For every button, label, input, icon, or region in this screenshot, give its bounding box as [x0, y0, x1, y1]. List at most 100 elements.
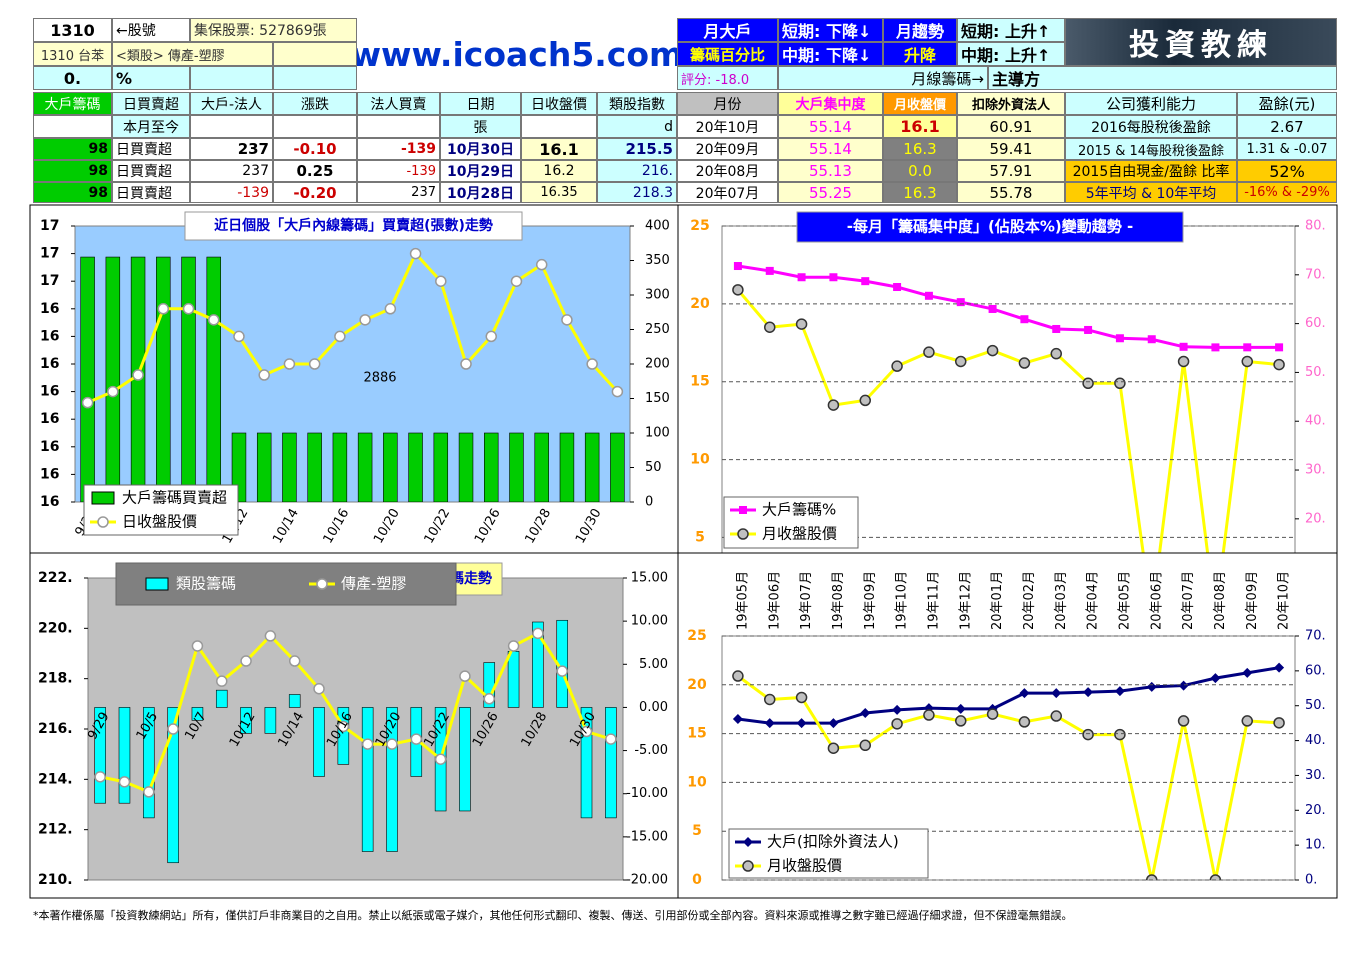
header-cell: 57.91 — [957, 160, 1065, 182]
y2-tick-label: 60. — [1305, 316, 1326, 331]
point-marker — [827, 399, 840, 411]
bar — [580, 707, 593, 819]
header-cell: 日買賣超 — [112, 182, 190, 203]
header-cell: 1310 — [33, 18, 112, 42]
y-tick-label: 16 — [40, 439, 59, 455]
title-box — [184, 211, 523, 241]
point-marker — [107, 385, 119, 398]
header-cell: 張 — [440, 115, 521, 138]
point-marker — [986, 344, 999, 357]
point-marker — [97, 516, 109, 528]
y2-tick-label: 30. — [1305, 463, 1326, 478]
point-marker — [167, 723, 179, 735]
y-tick-label: 16 — [40, 494, 59, 510]
header-cell: 98 — [33, 160, 112, 182]
y-tick-label: 10 — [690, 452, 710, 468]
point-marker — [743, 837, 753, 847]
header-cell: 中期: 上升↑ — [957, 42, 1065, 66]
header-cell: 短期: 下降↓ — [778, 18, 883, 42]
point-marker — [923, 709, 935, 721]
header-cell: 類股指數 — [597, 92, 677, 115]
y-tick-label: 25 — [690, 218, 709, 234]
y-tick-label: 218. — [38, 671, 73, 687]
y2-tick-label: -5.00 — [634, 743, 668, 758]
header-cell: 月收盤價 — [883, 92, 957, 115]
bar — [509, 432, 524, 502]
chart-title: 碼走勢 — [449, 570, 492, 587]
bar — [156, 256, 171, 502]
header-cell: 0. — [33, 66, 112, 90]
bar — [191, 707, 204, 721]
point-marker — [797, 273, 806, 282]
header-cell: 主導方 — [988, 66, 1337, 90]
chart-title: -每月「籌碼集中度」(佔股本%)變動趨勢 - — [847, 218, 1133, 236]
point-marker — [288, 655, 301, 667]
x-tick-label: 20年03月 — [1054, 571, 1069, 630]
y2-tick-label: 200 — [645, 357, 670, 372]
x-tick-label: 19年06月 — [767, 571, 782, 630]
point-marker — [1083, 687, 1094, 698]
chart-title: 近日個股「大戶內線籌碼」買賣超(張數)走勢 — [214, 217, 493, 234]
bar — [408, 432, 423, 502]
point-marker — [435, 275, 447, 287]
point-marker — [143, 786, 155, 798]
header-cell: 216. — [597, 160, 677, 182]
y2-tick-label: 0 — [645, 495, 653, 510]
y-tick-label: 15 — [690, 374, 709, 390]
y-tick-label: 16 — [40, 328, 59, 344]
x-tick-label: 20年04月 — [1086, 571, 1101, 630]
point-marker — [580, 725, 593, 738]
header-cell: 月份 — [677, 92, 778, 115]
y2-tick-label: 50. — [1305, 365, 1326, 380]
point-marker — [1274, 662, 1285, 673]
y-tick-label: 25 — [687, 628, 706, 644]
bar — [559, 432, 575, 502]
y2-tick-label: -10.00 — [626, 786, 668, 801]
point-marker — [483, 693, 495, 705]
point-marker — [732, 713, 743, 724]
point-marker — [739, 506, 747, 514]
x-tick-label: 20年10月 — [1277, 571, 1292, 630]
point-marker — [1114, 377, 1126, 390]
header-cell: 中期: 下降↓ — [778, 42, 883, 66]
header-cell: 5年平均 & 10年平均 — [1065, 182, 1237, 203]
y2-tick-label: 0.00 — [639, 700, 668, 715]
point-marker — [733, 262, 742, 271]
x-tick-label: 19年12月 — [958, 571, 973, 630]
point-marker — [1243, 343, 1252, 352]
point-marker — [535, 258, 548, 271]
bar — [313, 707, 325, 777]
y2-tick-label: 400 — [645, 219, 670, 234]
y-tick-label: 210. — [38, 872, 73, 888]
header-cell: 20年10月 — [677, 115, 778, 138]
point-marker — [258, 369, 270, 381]
header-cell: 升降 — [883, 42, 957, 66]
point-marker — [1242, 667, 1253, 678]
x-tick-label: 19年05月 — [735, 571, 750, 630]
point-marker — [893, 283, 902, 292]
point-marker — [264, 630, 277, 642]
header-cell: 98 — [33, 182, 112, 203]
x-tick-label: 20年07月 — [1181, 571, 1196, 630]
header-cell: % — [112, 66, 190, 90]
bar — [256, 432, 272, 502]
y-tick-label: 16 — [40, 466, 59, 482]
header-cell: 漲跌 — [273, 92, 357, 115]
header-cell: 2015自由現金/盈餘 比率 — [1065, 160, 1237, 182]
bar — [534, 432, 549, 502]
y2-tick-label: 30. — [1305, 768, 1326, 783]
y-tick-label: 16 — [40, 384, 59, 400]
point-marker — [1273, 717, 1285, 729]
header-cell: 日買賣超 — [112, 92, 190, 115]
point-marker — [1050, 710, 1062, 722]
series-line — [87, 250, 619, 405]
y2-tick-label: 70. — [1305, 629, 1326, 644]
plot-group — [80, 247, 625, 502]
legend-label: 月收盤股價 — [762, 525, 837, 543]
point-marker — [409, 247, 422, 260]
bar — [337, 707, 350, 765]
y-tick-label: 212. — [38, 822, 73, 838]
bar — [584, 432, 600, 502]
header-cell — [357, 115, 440, 138]
